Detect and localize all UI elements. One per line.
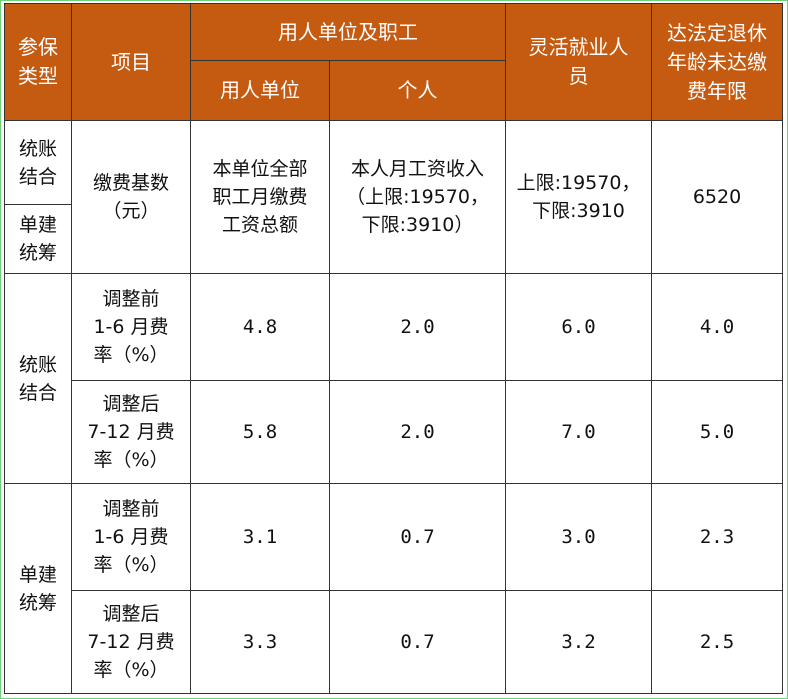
rate-individual: 2.0 [329,380,506,484]
rate-employer: 3.3 [190,590,330,694]
rate-retired: 2.5 [651,590,783,694]
header-employer-group: 用人单位及职工 [190,3,506,61]
rate-item: 调整前 1-6 月费 率（%） [71,483,191,591]
header-retired-unfulfilled: 达法定退休 年龄未达缴 费年限 [651,3,783,121]
base-type-combined: 统账 结合 [4,120,72,205]
rate-flexible: 7.0 [505,380,652,484]
rate-item: 调整后 7-12 月费 率（%） [71,590,191,694]
rate-individual: 0.7 [329,483,506,591]
base-employer: 本单位全部 职工月缴费 工资总额 [190,120,330,274]
rate-item: 调整前 1-6 月费 率（%） [71,273,191,381]
header-employer: 用人单位 [190,60,330,121]
rate-individual: 2.0 [329,273,506,381]
base-type-standalone: 单建 统筹 [4,204,72,274]
rate-employer: 3.1 [190,483,330,591]
rate-flexible: 3.2 [505,590,652,694]
contribution-rate-table: 参保 类型 项目 用人单位及职工 灵活就业人 员 达法定退休 年龄未达缴 费年限… [4,3,783,694]
header-insurance-type: 参保 类型 [4,3,72,121]
rate-item: 调整后 7-12 月费 率（%） [71,380,191,484]
base-individual: 本人月工资收入 （上限:19570， 下限:3910） [329,120,506,274]
rate-retired: 2.3 [651,483,783,591]
header-flexible-workers: 灵活就业人 员 [505,3,652,121]
group-type-standalone: 单建 统筹 [4,483,72,694]
rate-individual: 0.7 [329,590,506,694]
rate-retired: 5.0 [651,380,783,484]
group-type-combined: 统账 结合 [4,273,72,484]
rate-flexible: 6.0 [505,273,652,381]
base-flexible: 上限:19570， 下限:3910 [505,120,652,274]
base-item: 缴费基数 （元） [71,120,191,274]
rate-employer: 4.8 [190,273,330,381]
rate-employer: 5.8 [190,380,330,484]
base-retired: 6520 [651,120,783,274]
header-item: 项目 [71,3,191,121]
rate-retired: 4.0 [651,273,783,381]
header-individual: 个人 [329,60,506,121]
rate-flexible: 3.0 [505,483,652,591]
